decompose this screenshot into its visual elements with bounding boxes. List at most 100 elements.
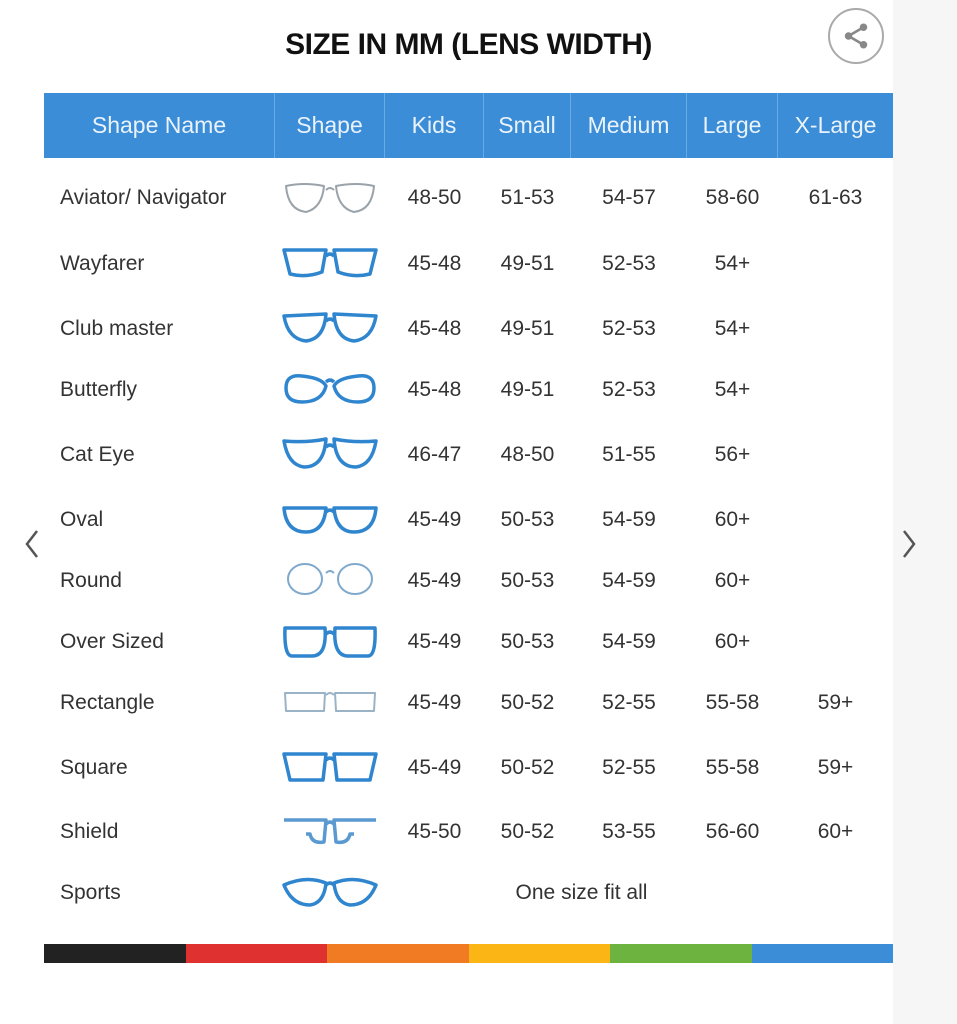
shape-name: Round bbox=[60, 569, 122, 592]
square-glasses-icon bbox=[282, 752, 378, 782]
size-small: 50-53 bbox=[500, 508, 555, 531]
size-large: 54+ bbox=[714, 378, 751, 401]
size-kids: 45-49 bbox=[407, 756, 462, 779]
size-kids: 45-49 bbox=[407, 691, 462, 714]
size-kids: 45-50 bbox=[407, 820, 462, 843]
chevron-left-icon bbox=[25, 530, 38, 558]
shape-cell bbox=[275, 748, 385, 788]
size-medium: 52-53 bbox=[602, 252, 656, 275]
size-large: 60+ bbox=[714, 569, 751, 592]
col-kids: Kids bbox=[385, 93, 484, 158]
table-row: Oval 45-49 50-53 54-59 60+ bbox=[44, 490, 893, 550]
col-shape-name: Shape Name bbox=[44, 93, 275, 158]
size-large: 54+ bbox=[714, 317, 751, 340]
color-bar-segment bbox=[468, 944, 610, 963]
size-medium: 52-55 bbox=[602, 756, 656, 779]
col-shape: Shape bbox=[275, 93, 385, 158]
size-small: 48-50 bbox=[500, 443, 555, 466]
oversized-glasses-icon bbox=[283, 626, 377, 658]
size-medium: 51-55 bbox=[602, 443, 656, 466]
size-kids: 45-48 bbox=[407, 252, 462, 275]
col-small: Small bbox=[484, 93, 571, 158]
size-xlarge: 61-63 bbox=[808, 186, 863, 209]
shape-cell bbox=[275, 683, 385, 723]
shape-name: Cat Eye bbox=[60, 443, 135, 466]
shape-name: Aviator/ Navigator bbox=[60, 186, 227, 209]
size-small: 49-51 bbox=[500, 252, 555, 275]
table-row: Aviator/ Navigator 48-50 51-53 54-57 58-60 6… bbox=[44, 168, 893, 228]
shield-glasses-icon bbox=[284, 818, 376, 845]
size-xlarge: 59+ bbox=[817, 691, 854, 714]
color-bar-segment bbox=[610, 944, 752, 963]
size-kids: 46-47 bbox=[407, 443, 462, 466]
round-glasses-icon bbox=[287, 563, 373, 595]
size-small: 49-51 bbox=[500, 317, 555, 340]
next-button[interactable] bbox=[894, 526, 924, 562]
shape-name: Wayfarer bbox=[60, 252, 145, 275]
size-medium: 52-53 bbox=[602, 378, 656, 401]
size-large: 55-58 bbox=[705, 756, 760, 779]
chevron-right-icon bbox=[903, 530, 916, 558]
shape-cell bbox=[275, 178, 385, 218]
table-header: Shape Name Shape Kids Small Medium Large… bbox=[44, 93, 893, 158]
size-medium: 54-59 bbox=[602, 569, 656, 592]
color-bar bbox=[44, 944, 893, 963]
cateye-glasses-icon bbox=[282, 437, 378, 469]
table-row: Club master 45-48 49-51 52-53 54+ bbox=[44, 299, 893, 359]
size-medium: 52-53 bbox=[602, 317, 656, 340]
size-medium: 54-59 bbox=[602, 630, 656, 653]
col-medium: Medium bbox=[571, 93, 687, 158]
shape-name: Square bbox=[60, 756, 128, 779]
size-medium: 53-55 bbox=[602, 820, 656, 843]
color-bar-segment bbox=[327, 944, 469, 963]
size-small: 50-53 bbox=[500, 630, 555, 653]
size-large: 58-60 bbox=[705, 186, 760, 209]
size-xlarge: 59+ bbox=[817, 756, 854, 779]
sports-glasses-icon bbox=[282, 877, 378, 907]
size-large: 56+ bbox=[714, 443, 751, 466]
shape-cell bbox=[275, 500, 385, 540]
size-large: 56-60 bbox=[705, 820, 760, 843]
table-row: Square 45-49 50-52 52-55 55-58 59+ bbox=[44, 738, 893, 798]
share-button[interactable] bbox=[828, 8, 884, 64]
size-kids: 45-49 bbox=[407, 569, 462, 592]
wayfarer-glasses-icon bbox=[282, 248, 378, 278]
size-kids: 45-49 bbox=[407, 630, 462, 653]
size-kids: 45-49 bbox=[407, 508, 462, 531]
shape-name: Sports bbox=[60, 881, 121, 904]
table-row: Shield 45-50 50-52 53-55 56-60 60+ bbox=[44, 802, 893, 862]
size-small: 50-52 bbox=[500, 691, 555, 714]
col-xlarge: X-Large bbox=[794, 112, 877, 138]
page-title: SIZE IN MM (LENS WIDTH) bbox=[285, 28, 652, 61]
rectangle-glasses-icon bbox=[284, 692, 376, 712]
oval-glasses-icon bbox=[282, 506, 378, 534]
table-row: Wayfarer 45-48 49-51 52-53 54+ bbox=[44, 234, 893, 294]
share-icon bbox=[844, 23, 868, 49]
shape-cell bbox=[275, 812, 385, 852]
size-large: 60+ bbox=[714, 630, 751, 653]
shape-name: Shield bbox=[60, 820, 119, 843]
shape-name: Rectangle bbox=[60, 691, 155, 714]
table-row: Cat Eye 46-47 48-50 51-55 56+ bbox=[44, 425, 893, 485]
shape-cell bbox=[275, 561, 385, 601]
shape-name: Club master bbox=[60, 317, 174, 340]
table-row: Sports One size fit all bbox=[44, 863, 893, 923]
color-bar-segment bbox=[185, 944, 327, 963]
size-medium: 54-57 bbox=[602, 186, 656, 209]
table-row: Rectangle 45-49 50-52 52-55 55-58 59+ bbox=[44, 673, 893, 733]
size-large: 60+ bbox=[714, 508, 751, 531]
shape-name: Over Sized bbox=[60, 630, 164, 653]
shape-name: Butterfly bbox=[60, 378, 138, 401]
merged-size: One size fit all bbox=[515, 881, 648, 904]
size-large: 54+ bbox=[714, 252, 751, 275]
size-kids: 45-48 bbox=[407, 378, 462, 401]
prev-button[interactable] bbox=[17, 526, 47, 562]
butterfly-glasses-icon bbox=[284, 374, 376, 404]
shape-name: Oval bbox=[60, 508, 104, 531]
table-row: Over Sized 45-49 50-53 54-59 60+ bbox=[44, 612, 893, 672]
shape-cell bbox=[275, 244, 385, 284]
page-margin bbox=[893, 0, 957, 1024]
shape-cell bbox=[275, 622, 385, 662]
size-small: 49-51 bbox=[500, 378, 555, 401]
size-medium: 54-59 bbox=[602, 508, 656, 531]
